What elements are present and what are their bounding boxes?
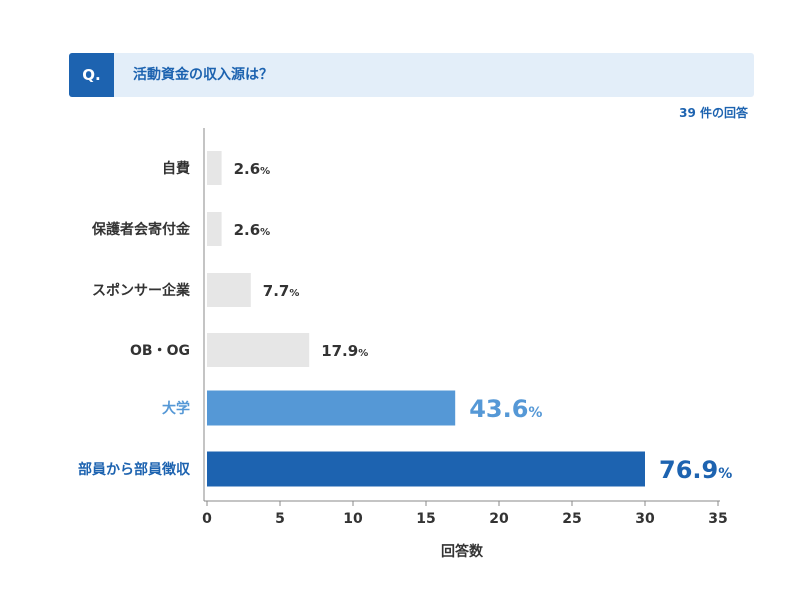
- category-label: 大学: [162, 400, 190, 417]
- x-tick-label: 30: [635, 511, 655, 527]
- question-bar: Q. 活動資金の収入源は？: [69, 53, 754, 97]
- x-tick-label: 10: [343, 511, 363, 527]
- value-label: 76.9%: [659, 456, 732, 484]
- category-label: スポンサー企業: [92, 282, 191, 299]
- category-label: OB・OG: [130, 343, 190, 359]
- bar: [207, 390, 456, 426]
- x-tick-label: 35: [708, 511, 727, 527]
- value-label: 17.9%: [321, 342, 368, 360]
- bar: [207, 212, 222, 246]
- question-badge: Q.: [69, 53, 114, 97]
- category-label: 自費: [162, 160, 190, 177]
- bar: [207, 333, 310, 367]
- value-label: 43.6%: [469, 395, 542, 423]
- category-label: 保護者会寄付金: [91, 221, 191, 238]
- x-tick-label: 20: [489, 511, 509, 527]
- bar: [207, 273, 251, 307]
- response-count: 39 件の回答: [679, 106, 748, 120]
- x-tick-label: 0: [202, 511, 212, 527]
- category-label: 部員から部員徴収: [78, 461, 191, 478]
- x-tick-label: 15: [416, 511, 435, 527]
- x-tick-label: 5: [275, 511, 285, 527]
- value-label: 2.6%: [234, 221, 271, 239]
- x-tick-label: 25: [562, 511, 581, 527]
- bar: [207, 451, 645, 487]
- bar: [207, 151, 222, 185]
- value-label: 7.7%: [263, 282, 300, 300]
- x-axis-title: 回答数: [441, 543, 484, 560]
- question-text: 活動資金の収入源は？: [133, 67, 273, 83]
- value-label: 2.6%: [234, 160, 271, 178]
